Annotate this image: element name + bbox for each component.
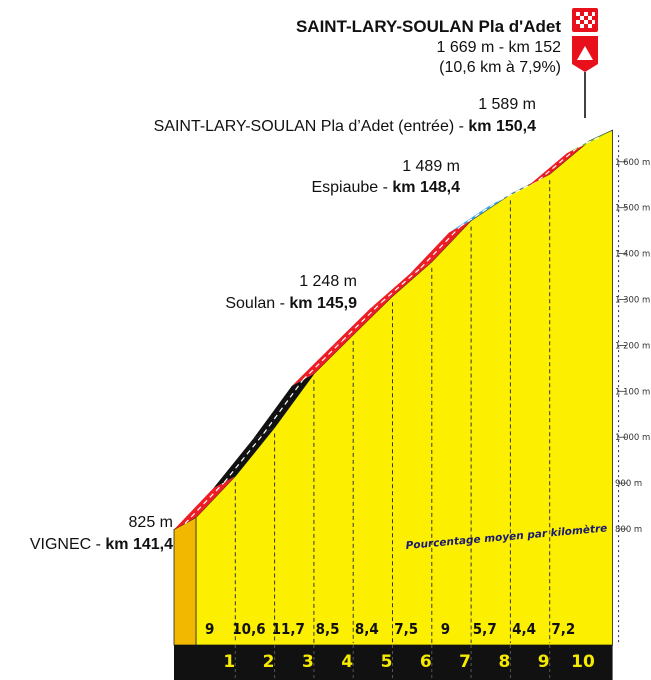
profile-area [173,129,613,646]
km-number: 4 [341,652,353,672]
summit-altitude: 1 669 m - km 152 [436,39,562,56]
percent-label: 4,4 [512,620,536,638]
entree-label: SAINT-LARY-SOULAN Pla d’Adet (entrée) - … [154,117,536,136]
espiaube-name: Espiaube - [311,179,393,196]
km-number: 5 [381,652,393,672]
km-number: 9 [538,652,550,672]
y-tick-label: 1 200 m [615,341,650,351]
y-tick-label: 1 600 m [615,158,650,168]
road-centerline [341,301,382,342]
profile-side [173,516,197,646]
percent-labels: 9 10,6 11,7 8,5 8,4 7,5 9 5,7 4,4 7,2 [205,620,575,638]
km-bar-band [174,645,613,680]
start-label: VIGNEC - km 141,4 [30,535,173,554]
mountain-category-icon [572,36,598,118]
soulan-km: km 145,9 [289,295,357,312]
summit-detail: (10,6 km à 7,9%) [439,59,561,76]
y-tick-label: 800 m [615,525,642,535]
finish-flag-icon [572,8,598,32]
percent-label: 9 [205,620,214,638]
gradient-segment [252,373,314,440]
percent-label: 7,2 [551,620,575,638]
espiaube-altitude: 1 489 m [402,158,460,175]
km-bar: 1 2 3 4 5 6 7 8 9 10 [174,645,613,680]
y-tick-label: 900 m [615,479,642,489]
gradient-segment [527,141,589,187]
road-centerline [223,433,265,483]
km-number: 3 [302,652,314,672]
percent-label: 5,7 [473,620,497,638]
espiaube-label: Espiaube - km 148,4 [311,178,460,197]
start-km: km 141,4 [105,536,173,553]
y-tick-label: 1 100 m [615,387,650,397]
soulan-name: Soulan - [225,295,290,312]
km-number: 2 [263,652,275,672]
y-tick-label: 1 300 m [615,296,650,306]
gradient-segments [174,130,613,530]
soulan-label: Soulan - km 145,9 [225,294,357,313]
km-number: 10 [571,652,595,672]
km-number: 7 [459,652,471,672]
y-tick-label: 1 000 m [615,433,650,443]
percent-label: 9 [441,620,450,638]
entree-km: km 150,4 [468,118,536,135]
road-centerline [263,379,304,434]
start-altitude: 825 m [128,514,173,531]
y-tick-label: 1 500 m [615,204,650,214]
gradient-segment [370,261,432,309]
road-centerline [420,226,461,269]
gradient-segment [449,194,511,233]
percent-label: 7,5 [394,620,418,638]
espiaube-km: km 148,4 [392,179,460,196]
percent-label: 8,4 [355,620,379,638]
percent-label: 11,7 [272,620,305,638]
start-name: VIGNEC - [29,536,106,553]
soulan-altitude: 1 248 m [299,273,357,290]
km-number: 6 [420,652,432,672]
percent-label: 8,5 [316,620,340,638]
entree-name: SAINT-LARY-SOULAN Pla d’Adet (entrée) - [153,118,469,135]
km-number: 8 [498,652,510,672]
km-gridlines [234,135,620,643]
y-tick-label: 1 400 m [615,250,650,260]
summit-title: SAINT-LARY-SOULAN Pla d'Adet [295,17,561,36]
road-centerline [577,135,602,148]
road-centerline [302,340,343,381]
road-centerline [184,481,225,524]
entree-altitude: 1 589 m [478,96,536,113]
road-centerline [459,199,500,228]
y-axis-ticks: 800 m 900 m 1 000 m 1 100 m 1 200 m 1 300 m 1 … [615,158,650,535]
km-number: 1 [223,652,235,672]
percent-label: 10,6 [232,620,265,638]
